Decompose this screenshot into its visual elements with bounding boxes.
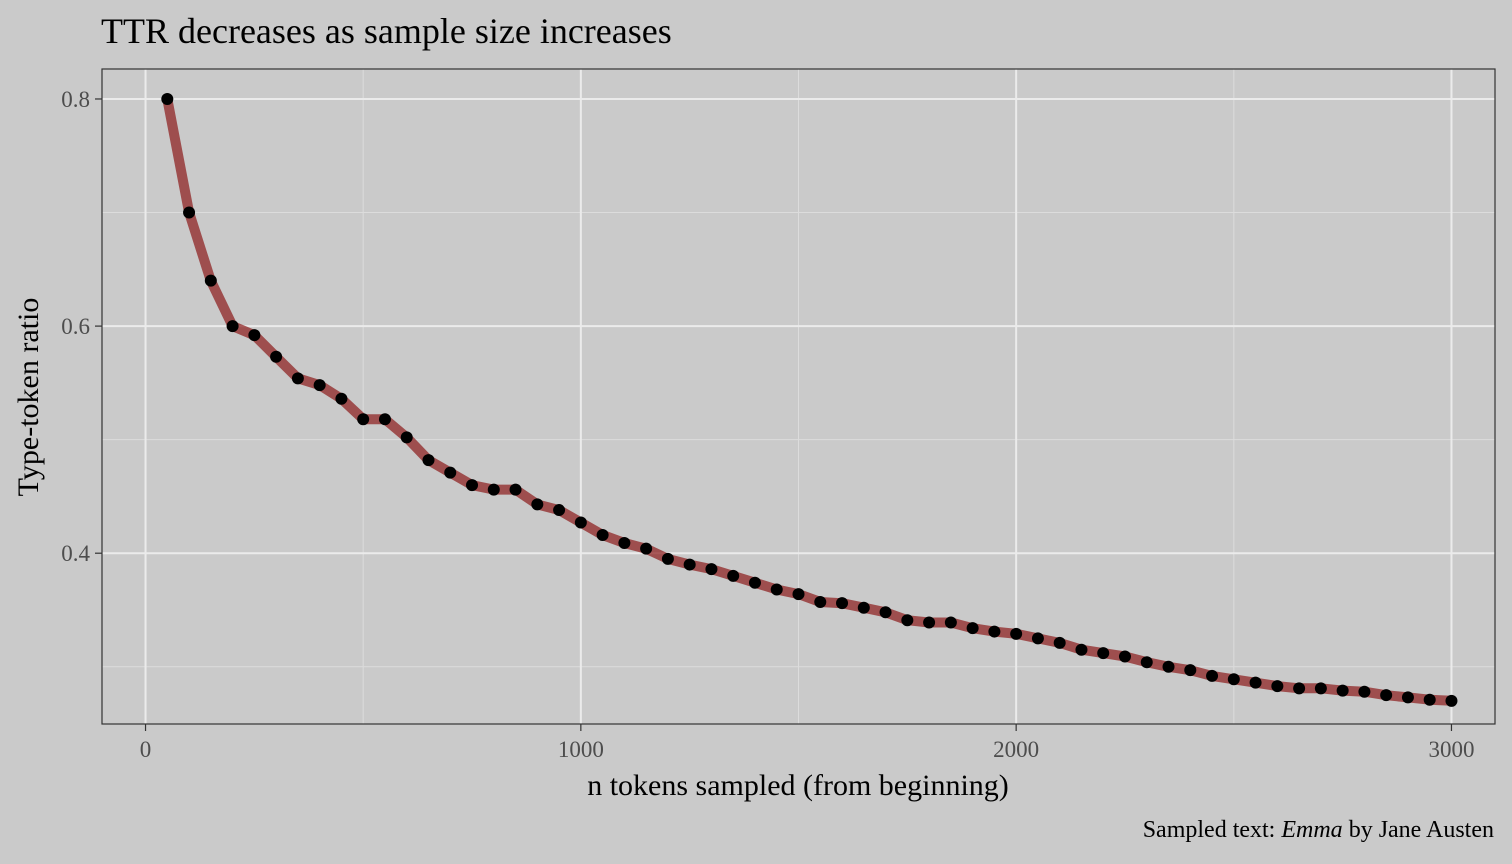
data-point bbox=[748, 576, 761, 589]
gridlines bbox=[102, 69, 1495, 724]
data-point bbox=[226, 320, 239, 333]
caption-book-title: Emma bbox=[1280, 817, 1342, 843]
x-tick-label: 3000 bbox=[1428, 737, 1474, 762]
data-point bbox=[988, 625, 1001, 638]
data-point bbox=[335, 392, 348, 405]
y-tick-label: 0.6 bbox=[61, 314, 90, 339]
data-point bbox=[1010, 627, 1023, 640]
data-point bbox=[378, 413, 391, 426]
x-tick-label: 1000 bbox=[558, 737, 604, 762]
data-point bbox=[1097, 647, 1110, 660]
data-point bbox=[270, 350, 283, 363]
data-point bbox=[248, 329, 261, 342]
data-point bbox=[770, 583, 783, 596]
chart-title: TTR decreases as sample size increases bbox=[101, 11, 672, 51]
data-point bbox=[792, 588, 805, 601]
data-point bbox=[509, 483, 522, 496]
data-point bbox=[944, 616, 957, 629]
data-point bbox=[836, 597, 849, 610]
data-point bbox=[444, 466, 457, 479]
data-point bbox=[857, 601, 870, 614]
data-point bbox=[705, 563, 718, 576]
data-point bbox=[640, 542, 653, 555]
data-point bbox=[1249, 676, 1262, 689]
data-point bbox=[553, 504, 566, 517]
data-point bbox=[1423, 693, 1436, 706]
panel-border bbox=[101, 68, 1496, 725]
data-point bbox=[879, 606, 892, 619]
data-point bbox=[901, 614, 914, 627]
data-point bbox=[1401, 691, 1414, 704]
data-point bbox=[466, 479, 479, 492]
data-point bbox=[291, 372, 304, 385]
data-point bbox=[1380, 689, 1393, 702]
data-point bbox=[1053, 636, 1066, 649]
data-point bbox=[531, 498, 544, 511]
data-point bbox=[727, 569, 740, 582]
data-point bbox=[1162, 660, 1175, 673]
data-point bbox=[487, 483, 500, 496]
data-point bbox=[1140, 656, 1153, 669]
data-point bbox=[357, 413, 370, 426]
caption-prefix: Sampled text: bbox=[1143, 817, 1282, 843]
x-tick-label: 0 bbox=[140, 737, 152, 762]
data-point bbox=[574, 516, 587, 529]
y-tick-label: 0.8 bbox=[61, 87, 90, 112]
data-point bbox=[1358, 685, 1371, 698]
data-point bbox=[400, 431, 413, 444]
data-point bbox=[618, 536, 631, 549]
data-point bbox=[683, 558, 696, 571]
caption: Sampled text: Emma by Jane Austen bbox=[1143, 817, 1494, 843]
data-point bbox=[661, 552, 674, 565]
data-point bbox=[1445, 694, 1458, 707]
data-point bbox=[1293, 682, 1306, 695]
data-point bbox=[1206, 669, 1219, 682]
data-point bbox=[1336, 684, 1349, 697]
y-tick-label: 0.4 bbox=[61, 541, 90, 566]
data-point bbox=[161, 92, 174, 105]
data-point bbox=[183, 206, 196, 219]
caption-suffix: by Jane Austen bbox=[1343, 817, 1494, 843]
data-point bbox=[966, 622, 979, 635]
data-point bbox=[422, 454, 435, 467]
data-point bbox=[923, 616, 936, 629]
data-point bbox=[204, 274, 217, 287]
data-point bbox=[1184, 664, 1197, 677]
data-point bbox=[1031, 632, 1044, 645]
data-point bbox=[1271, 680, 1284, 693]
data-point bbox=[313, 379, 326, 392]
x-tick-label: 2000 bbox=[993, 737, 1039, 762]
data-point bbox=[814, 596, 827, 609]
x-axis-title: n tokens sampled (from beginning) bbox=[587, 769, 1009, 802]
axis-ticks: 0 1000 2000 3000 0.4 0.6 0.8 bbox=[61, 87, 1474, 762]
data-point bbox=[1227, 673, 1240, 686]
data-point bbox=[1075, 643, 1088, 656]
data-points bbox=[161, 92, 1458, 707]
data-point bbox=[596, 529, 609, 542]
y-axis-title: Type-token ratio bbox=[12, 298, 45, 497]
data-point bbox=[1314, 682, 1327, 695]
data-point bbox=[1118, 650, 1131, 663]
